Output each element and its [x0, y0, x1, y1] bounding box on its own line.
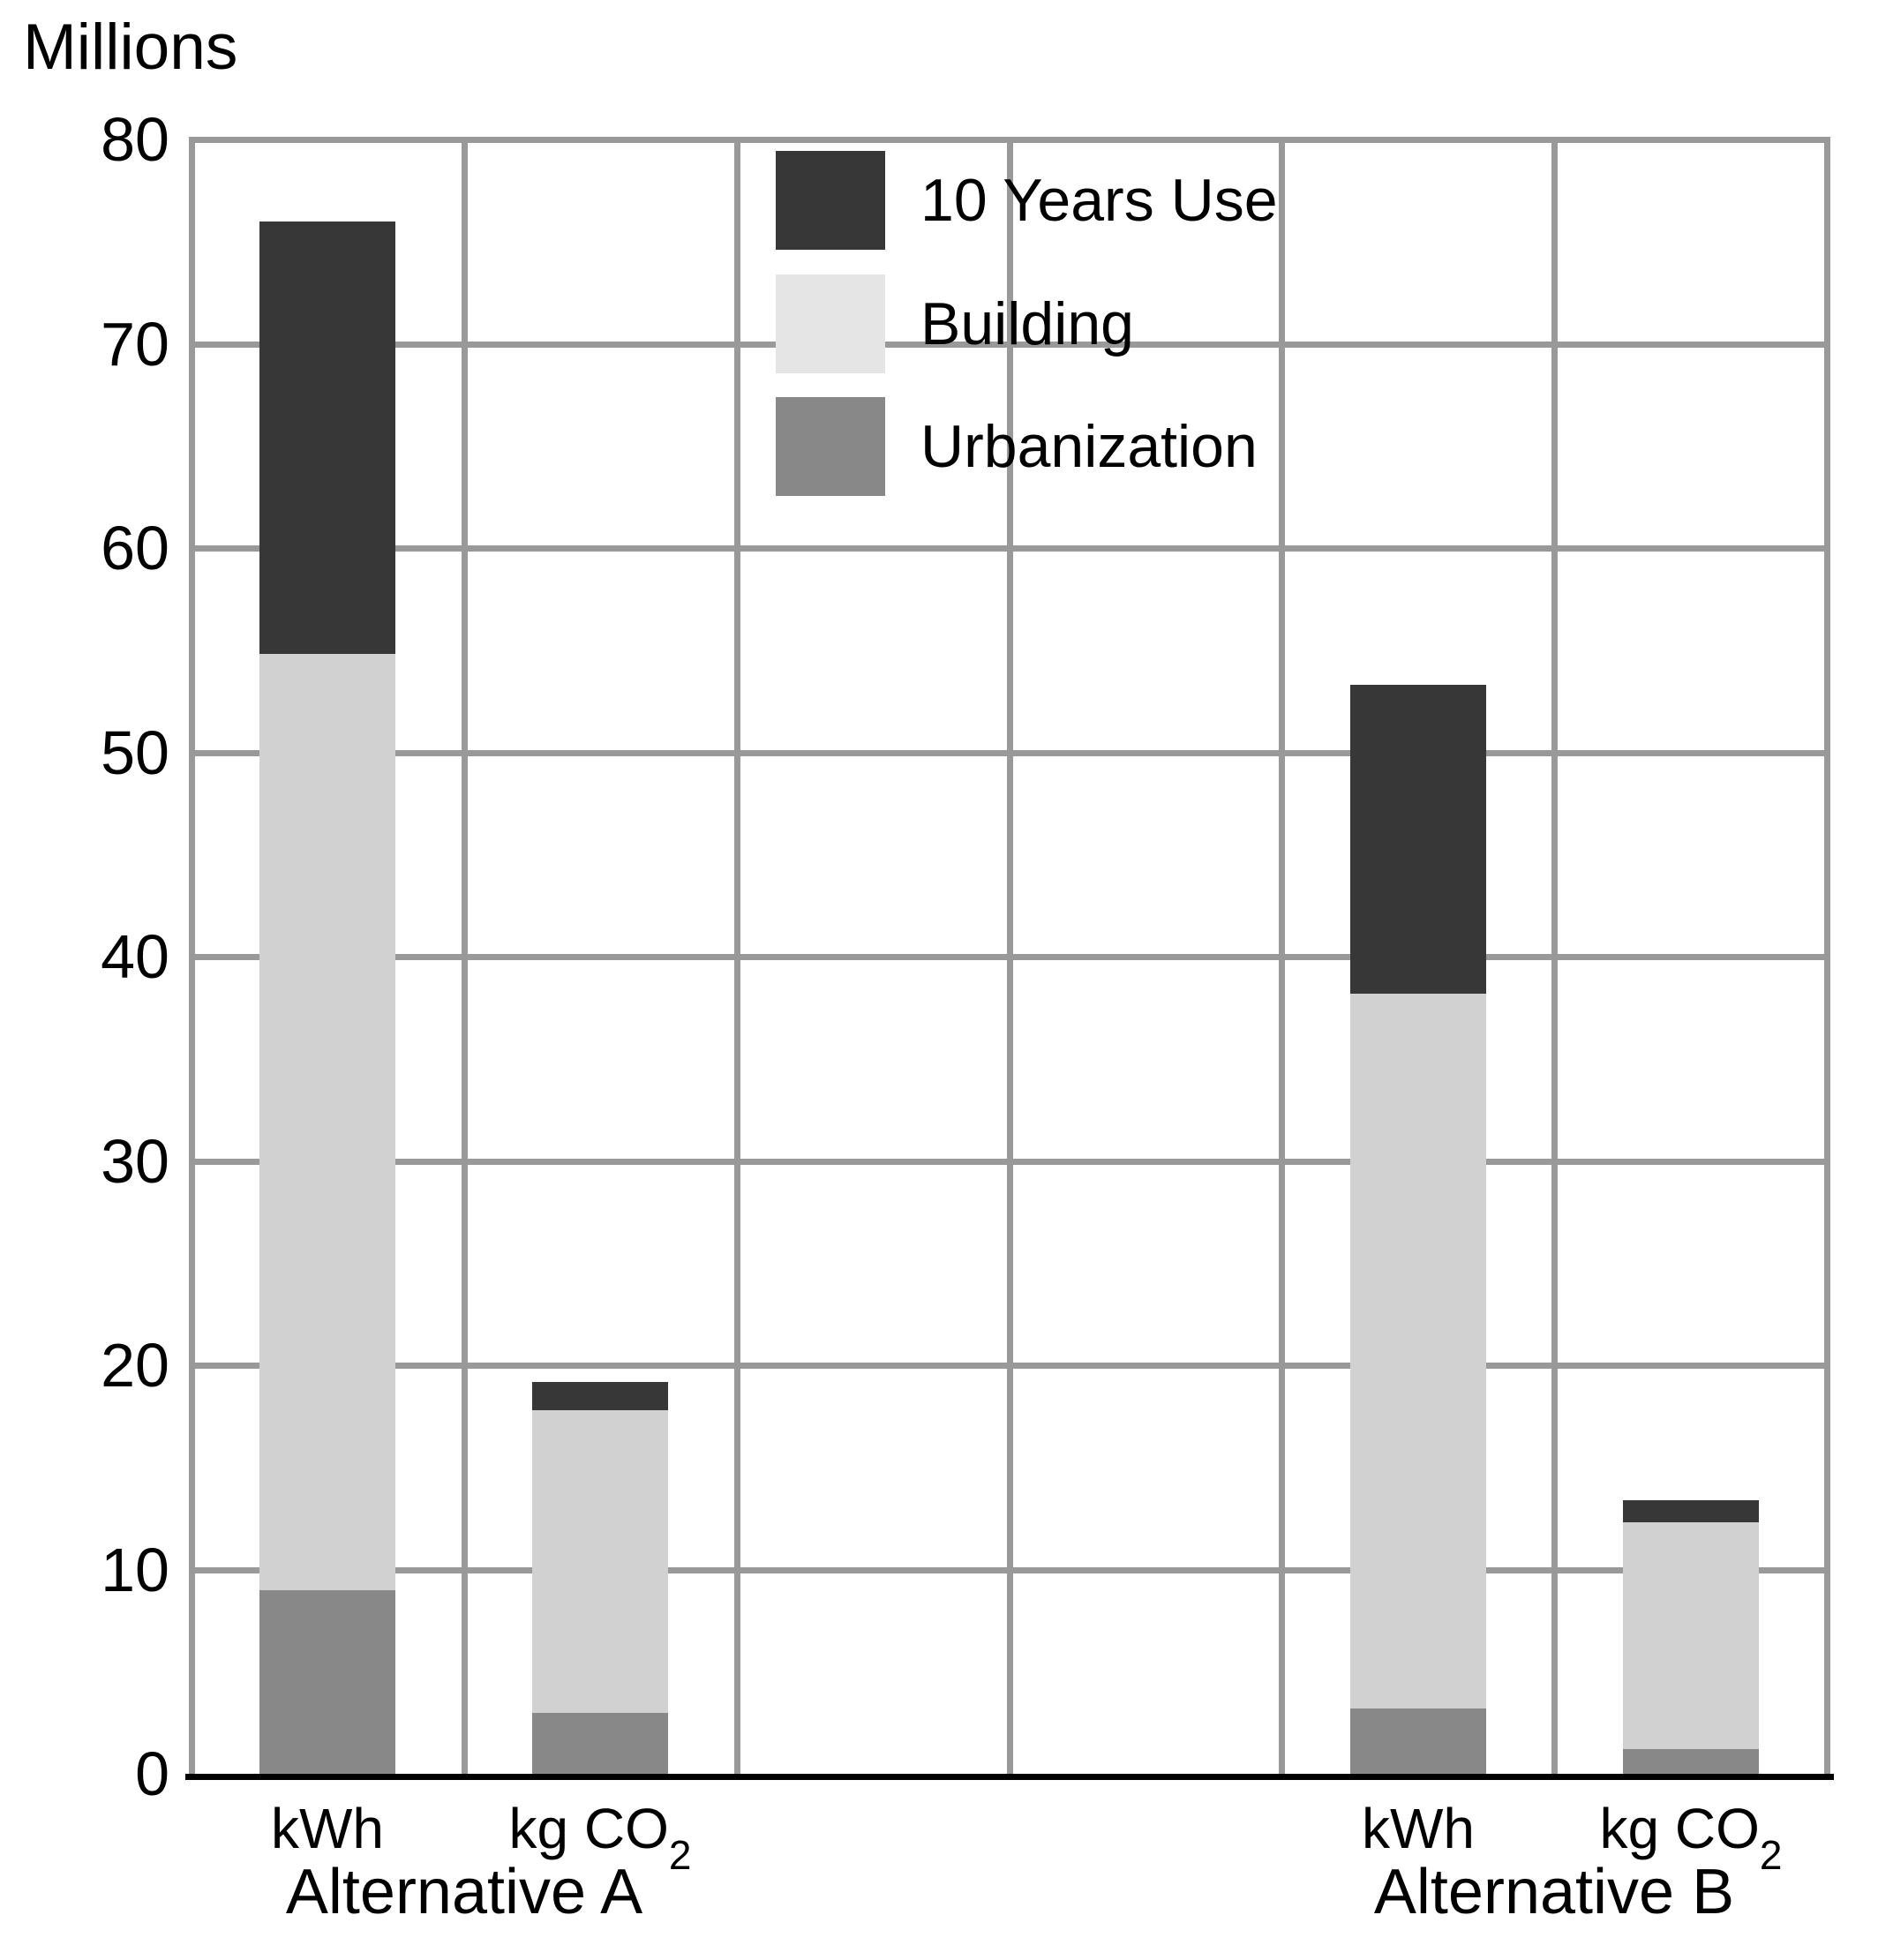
x-axis-category-label: kWh: [271, 1797, 384, 1860]
legend-swatch-10-years-use: [776, 151, 885, 250]
y-axis-tick-label: 40: [101, 922, 169, 991]
legend-item: Building: [776, 274, 1134, 373]
x-axis-category-label: kg CO2: [508, 1797, 692, 1878]
legend-label: Urbanization: [920, 413, 1258, 480]
x-axis-line: [185, 1774, 1834, 1780]
horizontal-gridline: [189, 342, 1830, 348]
bar-segment-building: [532, 1410, 668, 1713]
y-axis-tick-label: 70: [101, 310, 169, 379]
y-axis-tick-label: 30: [101, 1127, 169, 1196]
bar-segment-10-years-use: [532, 1382, 668, 1410]
x-axis-group-label: Alternative B: [1373, 1857, 1735, 1927]
subscript: 2: [1759, 1832, 1783, 1878]
chart-title: Millions: [23, 11, 238, 83]
x-axis-category-label: kWh: [1362, 1797, 1475, 1860]
y-axis-tick-label: 50: [101, 718, 169, 787]
bar-segment-urbanization: [532, 1713, 668, 1774]
horizontal-gridline: [189, 750, 1830, 756]
legend-label: Building: [920, 290, 1134, 357]
x-axis-category-label: kg CO2: [1599, 1797, 1783, 1878]
horizontal-gridline: [189, 1159, 1830, 1165]
y-axis-tick-label: 60: [101, 514, 169, 582]
horizontal-gridline: [189, 1363, 1830, 1369]
horizontal-gridline: [189, 545, 1830, 552]
bar-segment-building: [259, 654, 395, 1590]
bar-segment-urbanization: [1350, 1708, 1486, 1774]
legend-label: 10 Years Use: [920, 167, 1278, 234]
bar-segment-10-years-use: [1350, 685, 1486, 994]
horizontal-gridline: [189, 1567, 1830, 1573]
horizontal-gridline: [189, 954, 1830, 960]
bar-segment-10-years-use: [1623, 1500, 1759, 1522]
x-axis-group-label: Alternative A: [285, 1857, 643, 1927]
y-axis-tick-label: 10: [101, 1536, 169, 1604]
horizontal-gridline: [189, 137, 1830, 143]
bar-segment-10-years-use: [259, 222, 395, 654]
bar-segment-building: [1350, 994, 1486, 1708]
bar-segment-building: [1623, 1522, 1759, 1749]
legend-item: 10 Years Use: [776, 151, 1278, 250]
y-axis-tick-label: 80: [101, 105, 169, 174]
bar-segment-urbanization: [259, 1590, 395, 1774]
subscript: 2: [668, 1832, 692, 1878]
legend-swatch-building: [776, 274, 885, 373]
y-axis-tick-label: 20: [101, 1331, 169, 1400]
legend-item: Urbanization: [776, 397, 1258, 496]
bar-segment-urbanization: [1623, 1749, 1759, 1774]
y-axis-tick-label: 0: [135, 1739, 169, 1808]
legend-swatch-urbanization: [776, 397, 885, 496]
